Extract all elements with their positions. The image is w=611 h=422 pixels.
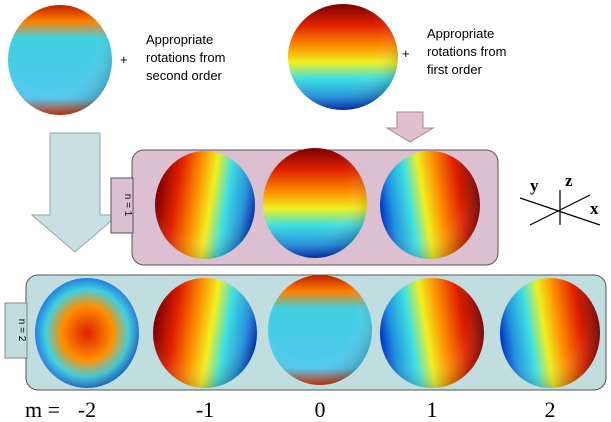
arrow (30, 132, 120, 253)
m-label: m = (25, 397, 60, 422)
axis-label: x (590, 199, 599, 218)
plus: + (120, 52, 128, 67)
label-tab (110, 177, 134, 234)
plus: + (402, 46, 410, 61)
m-value: -2 (78, 397, 96, 422)
axis-label: y (530, 176, 539, 195)
row-label: n = 2 (16, 319, 27, 342)
m-value: 1 (427, 397, 438, 422)
row-label: n = 1 (122, 194, 133, 217)
m-value: 2 (545, 397, 556, 422)
m-value: 0 (315, 397, 326, 422)
axes-icon (519, 190, 601, 226)
m-value: -1 (196, 397, 214, 422)
sphere (155, 148, 480, 259)
sphere (35, 275, 600, 388)
caption: first order (427, 62, 483, 77)
caption: Appropriate (146, 32, 213, 47)
caption: rotations from (146, 50, 225, 65)
sphere (288, 4, 398, 110)
caption: second order (146, 68, 223, 83)
label-tab (4, 302, 28, 359)
arrow (385, 111, 435, 143)
caption: rotations from (427, 44, 506, 59)
sphere (8, 5, 112, 115)
axis-label: z (565, 171, 573, 190)
caption: Appropriate (427, 26, 494, 41)
